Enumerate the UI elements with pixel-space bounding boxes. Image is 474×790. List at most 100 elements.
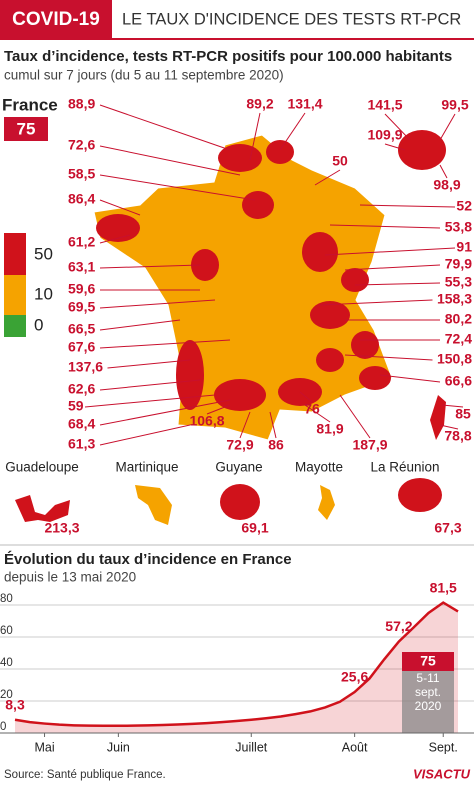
overseas-name: Martinique — [115, 460, 178, 475]
leader-line — [99, 339, 231, 349]
map-label: 109,9 — [367, 127, 402, 143]
leader-line — [304, 404, 331, 423]
legend-label: 10 — [34, 284, 53, 303]
overseas-value: 69,1 — [241, 520, 268, 536]
map-label: 61,2 — [68, 234, 95, 250]
value-label: 25,6 — [341, 669, 368, 685]
map-title: Taux d’incidence, tests RT-PCR positifs … — [4, 48, 452, 65]
legend-swatch — [4, 233, 26, 275]
y-tick-label: 20 — [0, 689, 13, 701]
map-label: 187,9 — [352, 437, 387, 453]
france-map — [93, 130, 446, 441]
legend-swatch — [4, 275, 26, 315]
map-label: 99,5 — [441, 97, 468, 113]
y-tick-label: 40 — [0, 657, 13, 669]
chart-subtitle: depuis le 13 mai 2020 — [4, 570, 136, 585]
logo: VISACTU — [413, 766, 471, 781]
header-tag-bg — [0, 0, 112, 38]
map-label: 52 — [456, 198, 472, 214]
current-period: 5-11 sept. 2020 — [414, 671, 442, 713]
leader-line — [84, 394, 216, 408]
map-label: 72,9 — [226, 437, 253, 453]
map-label: 150,8 — [437, 351, 472, 367]
map-label: 98,9 — [433, 177, 460, 193]
overseas-name: Mayotte — [295, 460, 343, 475]
overseas-value: 213,3 — [44, 520, 79, 536]
leader-line — [354, 282, 441, 286]
map-label: 66,5 — [68, 321, 95, 337]
leader-line — [107, 359, 191, 369]
current-value-bg — [402, 652, 454, 671]
map-label: 67,6 — [68, 339, 95, 355]
leader-line — [99, 145, 241, 176]
leader-line — [206, 404, 231, 415]
leader-line — [99, 319, 181, 331]
header-title: LE TAUX D'INCIDENCE DES TESTS RT-PCR — [122, 10, 461, 28]
country-value: 75 — [17, 119, 36, 138]
leader-line — [319, 299, 433, 306]
map-label: 66,6 — [445, 373, 472, 389]
leader-line — [439, 113, 456, 141]
map-label: 50 — [332, 153, 348, 169]
map-label: 91 — [456, 239, 472, 255]
map-subtitle: cumul sur 7 jours (du 5 au 11 septembre … — [4, 68, 284, 83]
leader-line — [99, 234, 131, 244]
current-value: 75 — [420, 653, 436, 669]
leader-line — [439, 164, 448, 179]
map-label: 55,3 — [445, 274, 472, 290]
map-label: 85 — [455, 406, 471, 422]
map-label: 86 — [268, 437, 284, 453]
overseas-name: Guadeloupe — [5, 460, 79, 475]
map-label: 141,5 — [367, 97, 402, 113]
leader-line — [379, 374, 441, 383]
leader-line — [99, 379, 201, 391]
chart-title: Évolution du taux d’incidence en France — [4, 551, 292, 568]
current-band — [402, 669, 454, 733]
leader-line — [99, 104, 231, 151]
leader-line — [99, 199, 141, 216]
x-tick-label: Juin — [107, 740, 130, 754]
leader-line — [279, 112, 306, 151]
leader-line — [99, 174, 256, 201]
value-label: 8,3 — [5, 696, 25, 712]
map-label: 79,9 — [445, 256, 472, 272]
leader-line — [384, 143, 406, 151]
leader-line — [99, 264, 201, 269]
map-label: 80,2 — [445, 311, 472, 327]
overseas-name: La Réunion — [370, 460, 439, 475]
country-value-bg — [4, 117, 48, 141]
source: Source: Santé publique France. — [4, 769, 166, 781]
x-tick-label: Août — [342, 740, 368, 754]
leader-line — [329, 224, 441, 229]
map-label: 69,5 — [68, 299, 95, 315]
y-tick-label: 0 — [0, 721, 6, 733]
x-tick-label: Sept. — [429, 740, 458, 754]
leader-line — [439, 424, 459, 430]
map-label: 88,9 — [68, 96, 95, 112]
value-label: 57,2 — [385, 618, 412, 634]
legend-swatch — [4, 315, 26, 337]
map-label: 59 — [68, 398, 84, 414]
leader-line — [344, 264, 441, 271]
y-tick-label: 60 — [0, 625, 13, 637]
leader-line — [99, 399, 231, 426]
leader-line — [359, 204, 456, 208]
overseas-shapes — [15, 478, 442, 525]
map-label: 62,6 — [68, 381, 95, 397]
x-tick-label: Mai — [34, 740, 54, 754]
overseas-value: 67,3 — [434, 520, 461, 536]
leader-line — [314, 169, 341, 186]
map-label: 78,8 — [444, 428, 471, 444]
leader-line — [324, 247, 456, 256]
map-label: 137,6 — [68, 359, 103, 375]
line — [14, 601, 459, 728]
leader-line — [344, 354, 433, 361]
leader-line — [239, 411, 251, 439]
leader-line — [269, 411, 277, 439]
map-label: 61,3 — [68, 436, 95, 452]
legend-label: 0 — [34, 315, 43, 334]
map-label: 89,2 — [246, 96, 273, 112]
overseas-name: Guyane — [215, 460, 262, 475]
